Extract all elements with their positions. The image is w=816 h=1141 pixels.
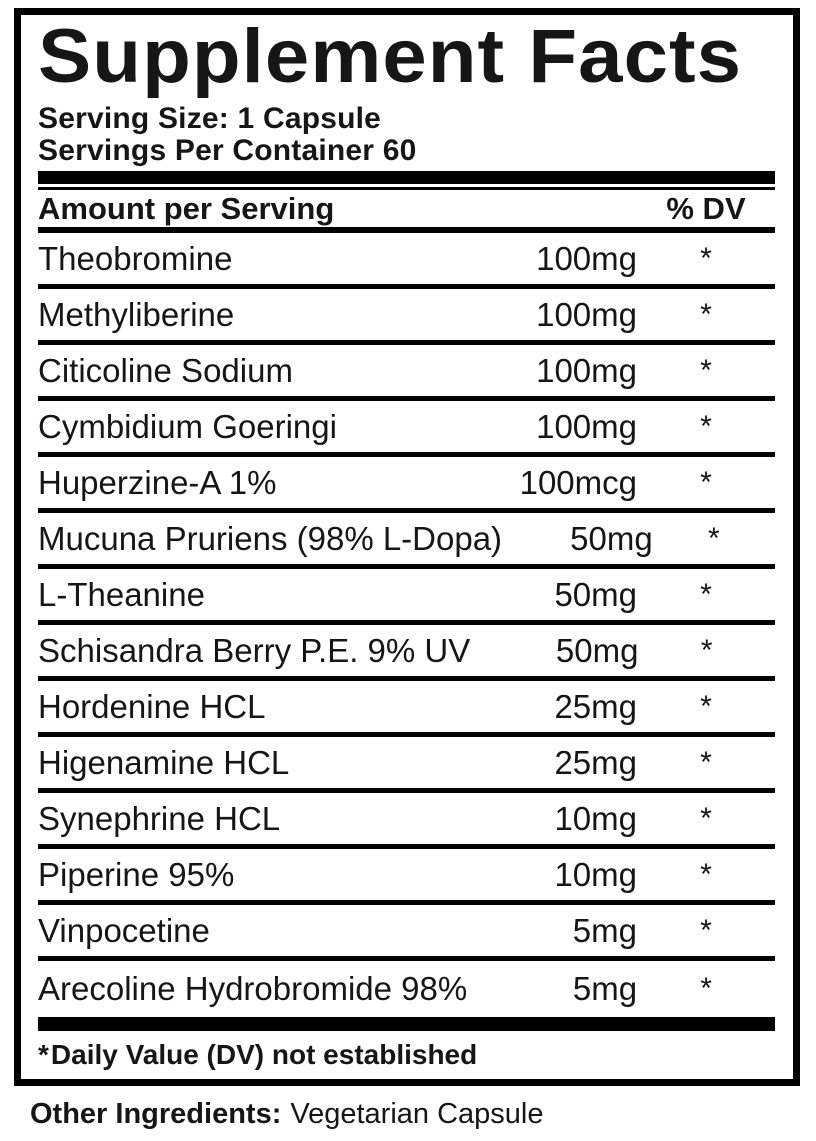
ingredient-dv-asterisk: * — [700, 241, 712, 275]
ingredient-amount: 100mg — [536, 239, 637, 277]
footnote-text: Daily Value (DV) not established — [50, 1039, 478, 1070]
thin-divider-line — [38, 187, 775, 190]
ingredient-dv-asterisk: * — [700, 297, 712, 331]
bottom-thick-bar — [38, 1017, 775, 1031]
ingredient-name: Piperine 95% — [38, 855, 235, 893]
ingredient-table: Theobromine 100mg * Methyliberine 100mg … — [38, 233, 775, 1017]
ingredient-dv-asterisk: * — [700, 633, 713, 667]
ingredient-amount: 50mg — [554, 575, 637, 613]
table-row: L-Theanine 50mg * — [38, 569, 775, 625]
footnote-asterisk: * — [38, 1039, 49, 1070]
serving-size-line: Serving Size: 1 Capsule — [38, 102, 382, 135]
ingredient-amount: 50mg — [570, 519, 653, 557]
ingredient-amount: 25mg — [554, 687, 637, 725]
ingredient-name: Huperzine-A 1% — [38, 463, 277, 501]
ingredient-amount: 100mcg — [519, 463, 637, 501]
table-row: Cymbidium Goeringi 100mg * — [38, 401, 775, 457]
table-header-row: Amount per Serving % DV — [38, 190, 775, 233]
table-row: Hordenine HCL 25mg * — [38, 681, 775, 737]
ingredient-amount: 10mg — [554, 799, 637, 837]
ingredient-dv-asterisk: * — [700, 745, 712, 779]
ingredient-name: Methyliberine — [38, 295, 235, 333]
ingredient-dv-asterisk: * — [700, 689, 712, 723]
table-row: Arecoline Hydrobromide 98% 5mg * — [38, 961, 775, 1017]
header-amount-per-serving: Amount per Serving — [38, 191, 335, 226]
thick-divider-bar — [38, 171, 775, 184]
table-row: Mucuna Pruriens (98% L-Dopa) 50mg * — [38, 513, 775, 569]
ingredient-name: Higenamine HCL — [38, 743, 290, 781]
table-row: Higenamine HCL 25mg * — [38, 737, 775, 793]
dv-footnote: *Daily Value (DV) not established — [38, 1031, 775, 1079]
table-row: Methyliberine 100mg * — [38, 289, 775, 345]
ingredient-dv-asterisk: * — [700, 801, 712, 835]
ingredient-amount: 5mg — [572, 911, 637, 949]
table-row: Theobromine 100mg * — [38, 233, 775, 289]
ingredient-amount: 25mg — [554, 743, 637, 781]
other-ingredients-line: Other Ingredients: Vegetarian Capsule — [30, 1098, 544, 1131]
ingredient-amount: 50mg — [555, 631, 639, 669]
panel-title: Supplement Facts — [38, 14, 743, 99]
ingredient-name: Citicoline Sodium — [38, 351, 293, 389]
ingredient-name: Cymbidium Goeringi — [38, 407, 337, 445]
table-row: Schisandra Berry P.E. 9% UV 50mg * — [38, 625, 775, 681]
ingredient-dv-asterisk: * — [700, 409, 712, 443]
ingredient-name: Theobromine — [38, 239, 233, 277]
ingredient-dv-asterisk: * — [700, 353, 712, 387]
ingredient-name: L-Theanine — [38, 575, 205, 613]
ingredient-amount: 100mg — [536, 351, 637, 389]
servings-per-container-line: Servings Per Container 60 — [38, 134, 417, 167]
other-ingredients-value: Vegetarian Capsule — [290, 1098, 544, 1130]
table-row: Synephrine HCL 10mg * — [38, 793, 775, 849]
ingredient-dv-asterisk: * — [700, 857, 712, 891]
header-percent-dv: % DV — [666, 191, 746, 226]
ingredient-dv-asterisk: * — [700, 972, 712, 1005]
ingredient-amount: 100mg — [536, 407, 637, 445]
table-row: Vinpocetine 5mg * — [38, 905, 775, 961]
ingredient-name: Hordenine HCL — [38, 687, 266, 725]
ingredient-name: Vinpocetine — [38, 911, 210, 949]
ingredient-name: Synephrine HCL — [38, 799, 281, 837]
ingredient-dv-asterisk: * — [700, 577, 712, 611]
table-row: Piperine 95% 10mg * — [38, 849, 775, 905]
other-ingredients-label: Other Ingredients: — [30, 1098, 282, 1130]
ingredient-dv-asterisk: * — [700, 913, 712, 947]
table-row: Huperzine-A 1% 100mcg * — [38, 457, 775, 513]
ingredient-amount: 100mg — [536, 295, 637, 333]
ingredient-amount: 5mg — [572, 970, 638, 1007]
ingredient-dv-asterisk: * — [708, 521, 720, 555]
supplement-facts-panel: Supplement Facts Serving Size: 1 Capsule… — [14, 8, 800, 1086]
ingredient-amount: 10mg — [554, 855, 637, 893]
ingredient-dv-asterisk: * — [700, 465, 712, 499]
ingredient-name: Schisandra Berry P.E. 9% UV — [38, 631, 471, 669]
table-row: Citicoline Sodium 100mg * — [38, 345, 775, 401]
ingredient-name: Mucuna Pruriens (98% L-Dopa) — [38, 519, 503, 557]
ingredient-name: Arecoline Hydrobromide 98% — [38, 970, 468, 1007]
